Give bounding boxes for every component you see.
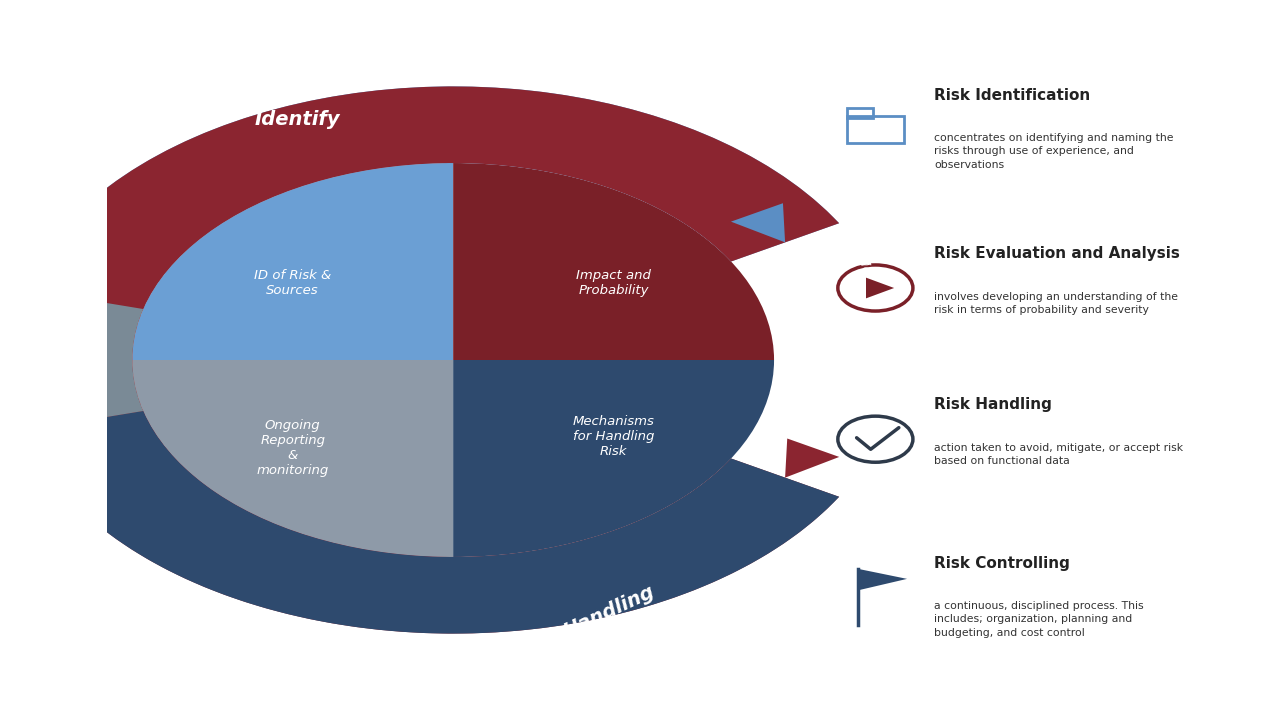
Text: Ongoing
Reporting
&
monitoring: Ongoing Reporting & monitoring <box>256 418 329 477</box>
Text: Risk Controlling: Risk Controlling <box>934 556 1070 570</box>
Text: Impact and
Probability: Impact and Probability <box>576 269 652 297</box>
Wedge shape <box>453 163 774 360</box>
Wedge shape <box>453 360 774 557</box>
Text: Identify: Identify <box>255 109 340 129</box>
Text: a continuous, disciplined process. This
includes; organization, planning and
bud: a continuous, disciplined process. This … <box>934 601 1143 638</box>
Text: Risk Identification: Risk Identification <box>934 88 1091 102</box>
Text: involves developing an understanding of the
risk in terms of probability and sev: involves developing an understanding of … <box>934 292 1178 315</box>
Polygon shape <box>731 203 785 243</box>
Polygon shape <box>867 278 895 298</box>
Text: concentrates on identifying and naming the
risks through use of experience, and
: concentrates on identifying and naming t… <box>934 133 1174 170</box>
Text: Risk Handling: Risk Handling <box>934 397 1052 412</box>
Polygon shape <box>858 569 908 590</box>
Text: Risk Evaluation and Analysis: Risk Evaluation and Analysis <box>934 246 1180 261</box>
Text: ID of Risk &
Sources: ID of Risk & Sources <box>253 269 332 297</box>
Text: Evaluate: Evaluate <box>844 211 883 301</box>
Polygon shape <box>8 86 840 634</box>
Text: action taken to avoid, mitigate, or accept risk
based on functional data: action taken to avoid, mitigate, or acce… <box>934 443 1183 466</box>
Wedge shape <box>132 163 453 360</box>
Polygon shape <box>8 289 143 431</box>
Text: Mechanisms
for Handling
Risk: Mechanisms for Handling Risk <box>572 415 654 458</box>
Polygon shape <box>41 299 91 333</box>
Text: Handling: Handling <box>561 582 658 641</box>
Polygon shape <box>23 86 840 309</box>
Text: Control: Control <box>0 418 14 494</box>
Wedge shape <box>132 360 453 557</box>
Polygon shape <box>23 411 840 634</box>
Polygon shape <box>785 438 840 477</box>
Polygon shape <box>74 421 131 459</box>
